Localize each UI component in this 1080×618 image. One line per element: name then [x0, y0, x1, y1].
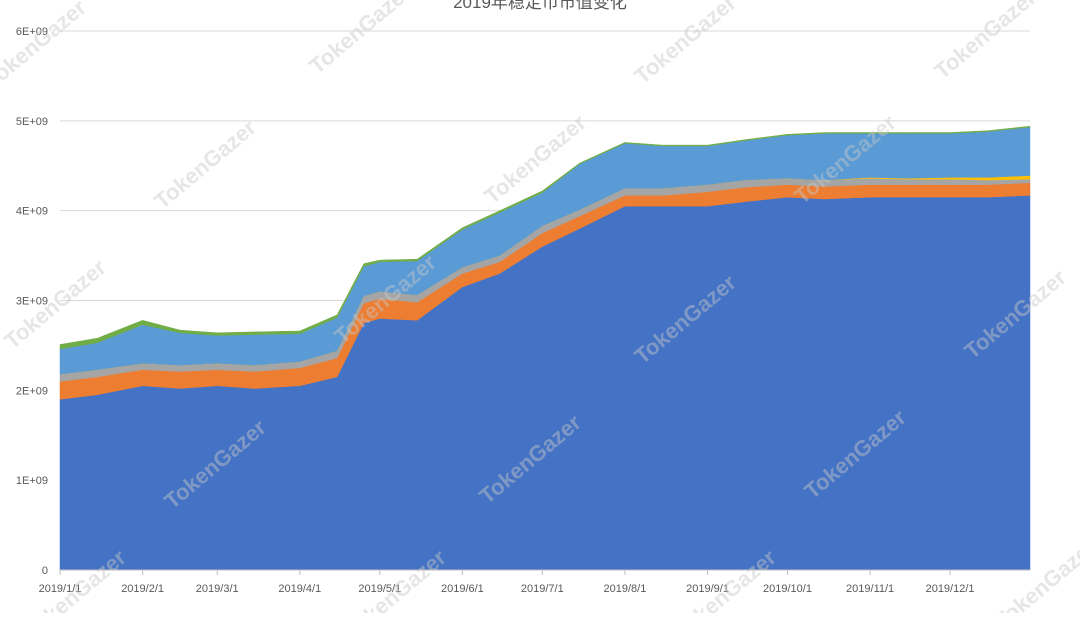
x-tick-label: 2019/11/1 [846, 583, 894, 595]
x-tick-label: 2019/5/1 [358, 583, 401, 595]
x-tick-label: 2019/12/1 [926, 583, 975, 595]
y-tick-label: 1E+09 [16, 475, 48, 487]
x-tick-label: 2019/9/1 [686, 583, 729, 595]
y-tick-label: 5E+09 [16, 116, 48, 128]
x-tick-label: 2019/3/1 [196, 583, 239, 595]
watermark-text: TokenGazer [150, 114, 262, 213]
y-tick-label: 0 [42, 565, 48, 577]
y-tick-label: 4E+09 [16, 206, 48, 218]
x-tick-label: 2019/7/1 [521, 583, 564, 595]
watermark-text: TokenGazer [630, 0, 742, 89]
series-area-6 [59, 125, 1031, 350]
chart-title: 2019年稳定币市值变化 [453, 0, 627, 12]
x-tick-label: 2019/1/1 [39, 583, 82, 595]
x-tick-label: 2019/8/1 [604, 583, 647, 595]
x-tick-label: 2019/4/1 [278, 583, 321, 595]
x-tick-label: 2019/10/1 [763, 583, 812, 595]
x-tick-label: 2019/2/1 [121, 583, 164, 595]
y-tick-label: 3E+09 [16, 296, 48, 308]
x-tick-label: 2019/6/1 [441, 583, 484, 595]
watermark-text: TokenGazer [0, 0, 91, 94]
y-tick-label: 6E+09 [16, 26, 48, 38]
y-tick-label: 2E+09 [16, 385, 48, 397]
